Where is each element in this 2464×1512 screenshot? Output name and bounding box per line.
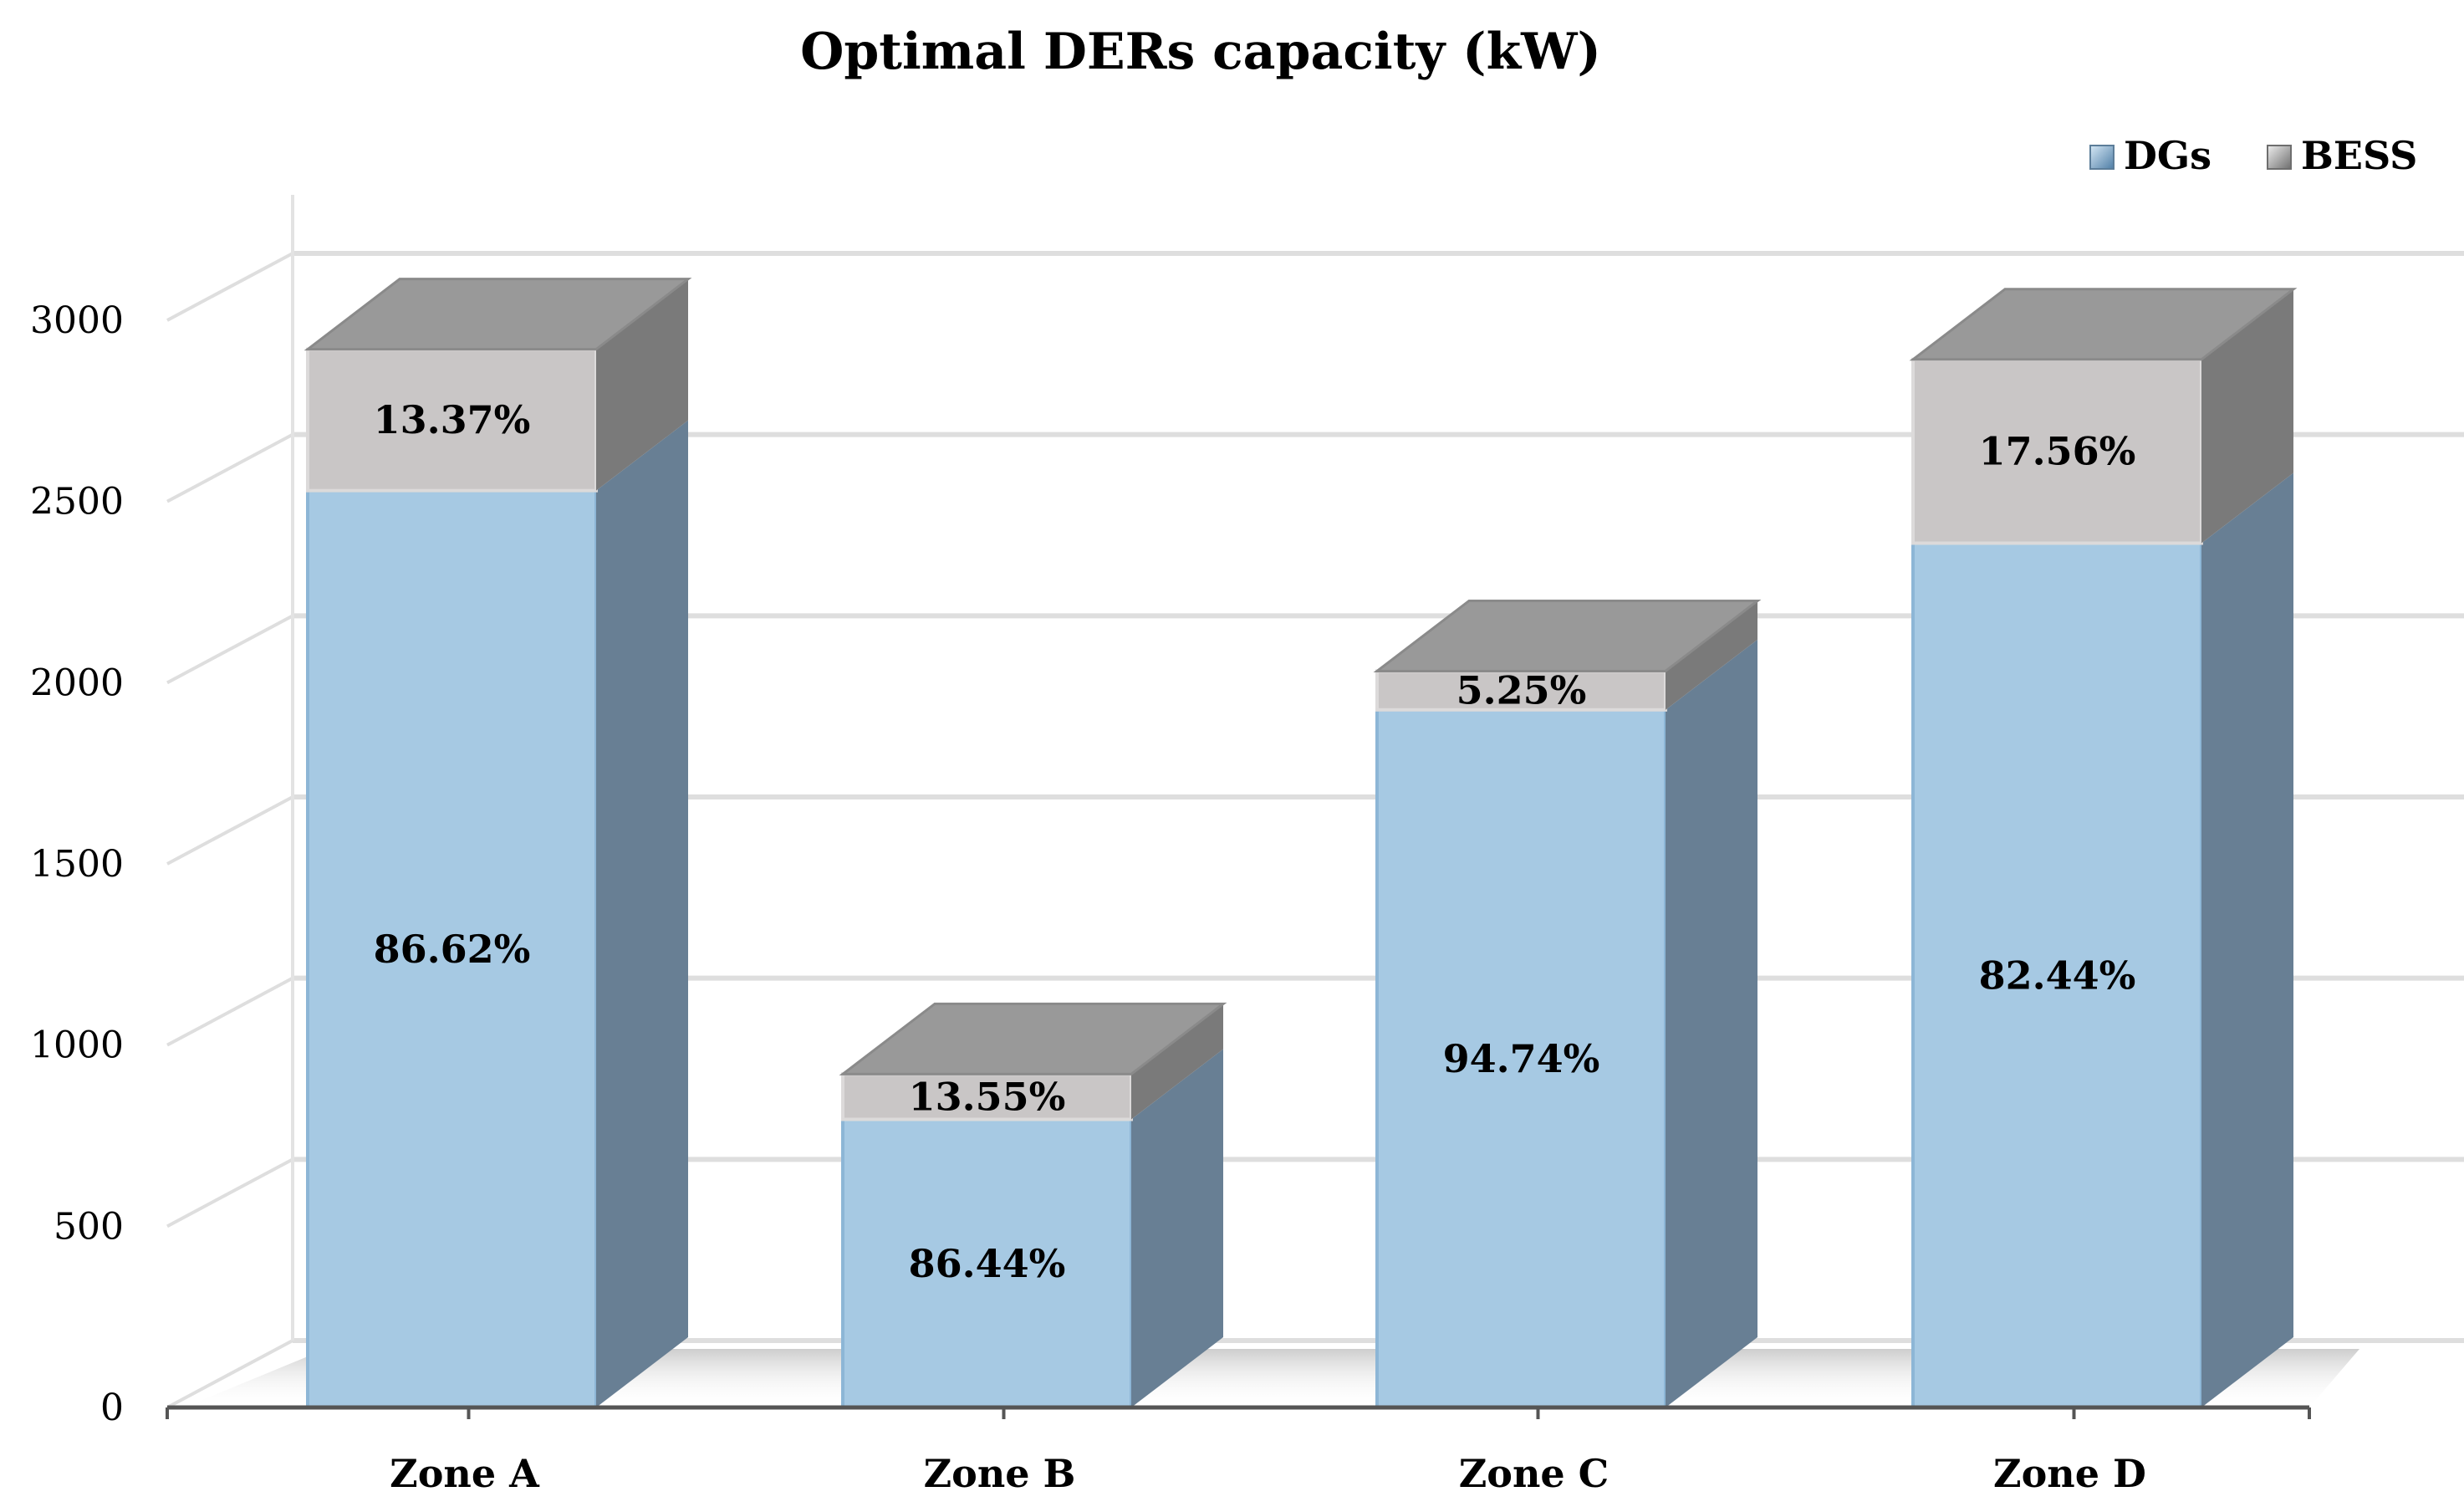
bar-dgs-side-2 bbox=[1666, 639, 1757, 1407]
bar-dgs-front-1 bbox=[841, 1117, 1133, 1409]
bar-bess-side-1 bbox=[1131, 1004, 1223, 1120]
gridline-diag-1000 bbox=[166, 976, 293, 1047]
bar-bess-side-2 bbox=[1666, 600, 1757, 710]
gridline-diag-0 bbox=[166, 1339, 293, 1409]
gridline-diag-2500 bbox=[166, 432, 293, 503]
gridline-diag-3000 bbox=[166, 252, 293, 322]
y-tick-label-500: 500 bbox=[54, 1205, 124, 1248]
bar-bess-front-3 bbox=[1911, 357, 2203, 545]
gridline-diag-500 bbox=[166, 1157, 293, 1228]
chart-floor bbox=[184, 1349, 2359, 1407]
y-tick-label-2000: 2000 bbox=[30, 662, 124, 704]
data-label-dgs-3: 82.44% bbox=[1979, 953, 2136, 998]
bar-group-zone-a: 86.62% 13.37% bbox=[304, 278, 692, 1410]
y-tick-label-1000: 1000 bbox=[30, 1024, 124, 1067]
y-tick-label-3000: 3000 bbox=[30, 299, 124, 342]
bar-dgs-front-0 bbox=[306, 488, 598, 1410]
data-label-dgs-0: 86.62% bbox=[374, 927, 531, 972]
bar-bess-top-2 bbox=[1373, 599, 1762, 672]
floor-shadow bbox=[184, 1349, 2359, 1407]
bar-group-zone-c: 94.74% 5.25% bbox=[1373, 599, 1762, 1409]
y-tick-label-0: 0 bbox=[100, 1387, 124, 1429]
data-label-bess-2: 5.25% bbox=[1456, 668, 1587, 713]
legend-swatch-dgs bbox=[2089, 145, 2115, 170]
gridline-diag-2000 bbox=[166, 614, 293, 685]
data-label-bess-3: 17.56% bbox=[1979, 429, 2136, 474]
data-label-bess-1: 13.55% bbox=[909, 1074, 1066, 1119]
data-label-dgs-1: 86.44% bbox=[909, 1241, 1066, 1286]
axes: Zone A Zone B Zone C Zone D bbox=[166, 1405, 2311, 1496]
bar-bess-top-0 bbox=[304, 278, 692, 351]
bar-dgs-side-1 bbox=[1131, 1049, 1223, 1407]
legend: DGs BESS bbox=[2089, 133, 2417, 178]
bar-bess-side-3 bbox=[2201, 289, 2293, 544]
x-tick-label-0: Zone A bbox=[390, 1451, 540, 1496]
legend-label-dgs: DGs bbox=[2124, 133, 2211, 178]
gridline-diag-1500 bbox=[166, 795, 293, 866]
bar-bess-top-1 bbox=[839, 1002, 1227, 1075]
y-tick-label-2500: 2500 bbox=[30, 481, 124, 524]
bar-dgs-side-0 bbox=[596, 420, 688, 1408]
chart-title: Optimal DERs capacity (kW) bbox=[800, 23, 1601, 81]
legend-swatch-bess bbox=[2267, 145, 2292, 170]
data-label-dgs-2: 94.74% bbox=[1443, 1036, 1600, 1081]
bars: 86.62% 13.37% 86.44% 13.55% 94.74% 5.25% 82.44… bbox=[304, 278, 2298, 1410]
x-tick-label-1: Zone B bbox=[924, 1451, 1076, 1496]
x-tick-label-3: Zone D bbox=[1993, 1451, 2146, 1496]
bar-group-zone-d: 82.44% 17.56% bbox=[1909, 288, 2298, 1409]
data-label-bess-0: 13.37% bbox=[374, 397, 531, 442]
bar-bess-top-3 bbox=[1909, 288, 2298, 361]
legend-label-bess: BESS bbox=[2301, 133, 2417, 178]
y-tick-label-1500: 1500 bbox=[30, 843, 124, 886]
bar-dgs-front-3 bbox=[1911, 541, 2203, 1409]
x-tick-label-2: Zone C bbox=[1459, 1451, 1610, 1496]
bar-group-zone-b: 86.44% 13.55% bbox=[839, 1002, 1227, 1409]
bar-dgs-side-3 bbox=[2201, 472, 2293, 1407]
